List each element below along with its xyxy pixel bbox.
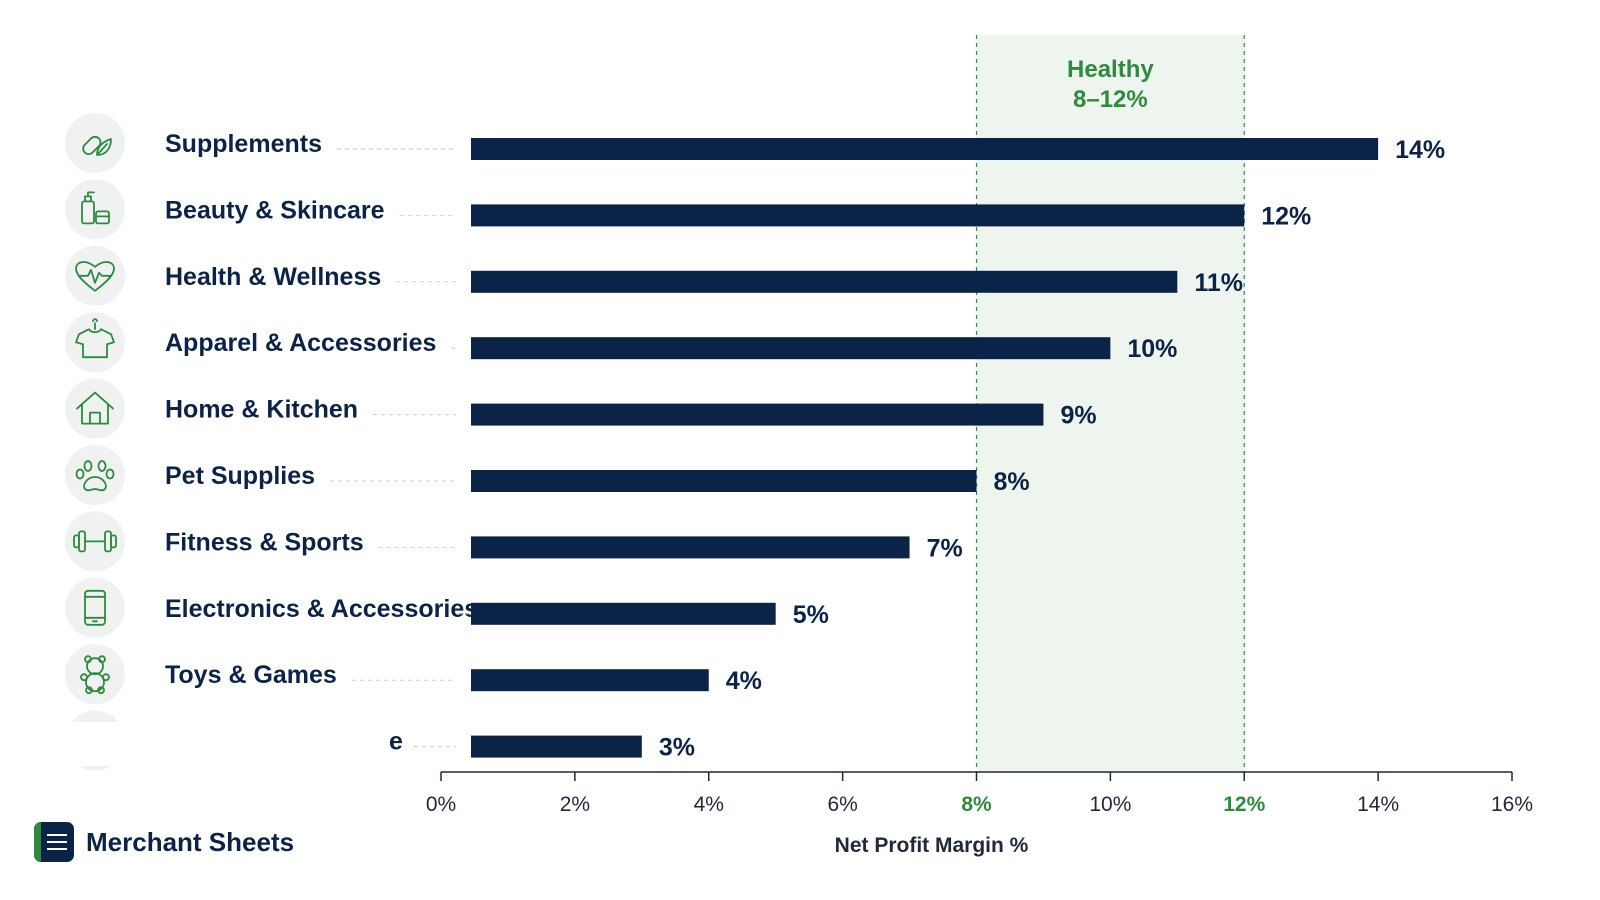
value-label: 5% [793, 601, 829, 629]
home-kitchen-icon [65, 378, 125, 439]
x-tick-label: 0% [426, 793, 456, 816]
x-tick-label: 12% [1223, 793, 1265, 816]
category-label: Pet Supplies [165, 462, 315, 490]
pet-supplies-icon [65, 445, 125, 505]
bar [471, 403, 1044, 426]
apparel-icon [65, 312, 125, 373]
bar [471, 536, 910, 559]
bar [471, 270, 1178, 293]
bar [471, 669, 709, 692]
toys-games-icon [65, 644, 125, 705]
crop-mask [40, 722, 150, 766]
value-label: 7% [927, 534, 963, 562]
category-label: Electronics & Accessories [165, 595, 478, 623]
x-tick-label: 8% [961, 793, 992, 816]
value-label: 12% [1261, 202, 1311, 230]
category-label: Beauty & Skincare [165, 196, 385, 224]
x-axis-label: Net Profit Margin % [835, 834, 1029, 857]
band-label-range: 8–12% [1073, 86, 1148, 113]
value-label: 11% [1194, 269, 1243, 297]
bar [471, 470, 977, 492]
electronics-icon [65, 577, 125, 638]
brand-name: Merchant Sheets [86, 826, 295, 857]
x-tick-label: 14% [1357, 793, 1399, 816]
x-tick-label: 6% [827, 793, 857, 816]
value-label: 10% [1127, 335, 1177, 363]
bar [471, 735, 642, 758]
x-tick-label: 4% [694, 793, 724, 816]
category-label: Fitness & Sports [165, 528, 364, 556]
fitness-sports-icon [65, 511, 125, 572]
health-wellness-icon [65, 245, 125, 306]
x-tick-label: 10% [1089, 793, 1131, 816]
category-label: Supplements [165, 130, 322, 158]
x-tick-label: 2% [560, 793, 590, 816]
category-label: Health & Wellness [165, 263, 381, 291]
beauty-skincare-icon [65, 179, 125, 240]
supplements-icon [65, 113, 125, 173]
bar [471, 204, 1245, 227]
band-label-title: Healthy [1067, 56, 1154, 83]
value-label: 9% [1060, 402, 1096, 430]
bar [471, 337, 1111, 360]
value-label: 4% [726, 667, 762, 695]
brand: Merchant Sheets [34, 822, 294, 862]
category-label: Apparel & Accessories [165, 329, 436, 357]
merchant-sheets-logo-icon [34, 822, 74, 862]
value-label: 8% [994, 468, 1030, 496]
category-label: Home & Kitchen [165, 396, 358, 424]
x-tick-label: 16% [1491, 793, 1533, 816]
value-label: 3% [659, 734, 695, 762]
bar [471, 138, 1379, 160]
category-label: Toys & Games [165, 661, 337, 689]
bar [471, 602, 776, 625]
value-label: 14% [1395, 136, 1445, 164]
category-label: e [389, 728, 403, 756]
